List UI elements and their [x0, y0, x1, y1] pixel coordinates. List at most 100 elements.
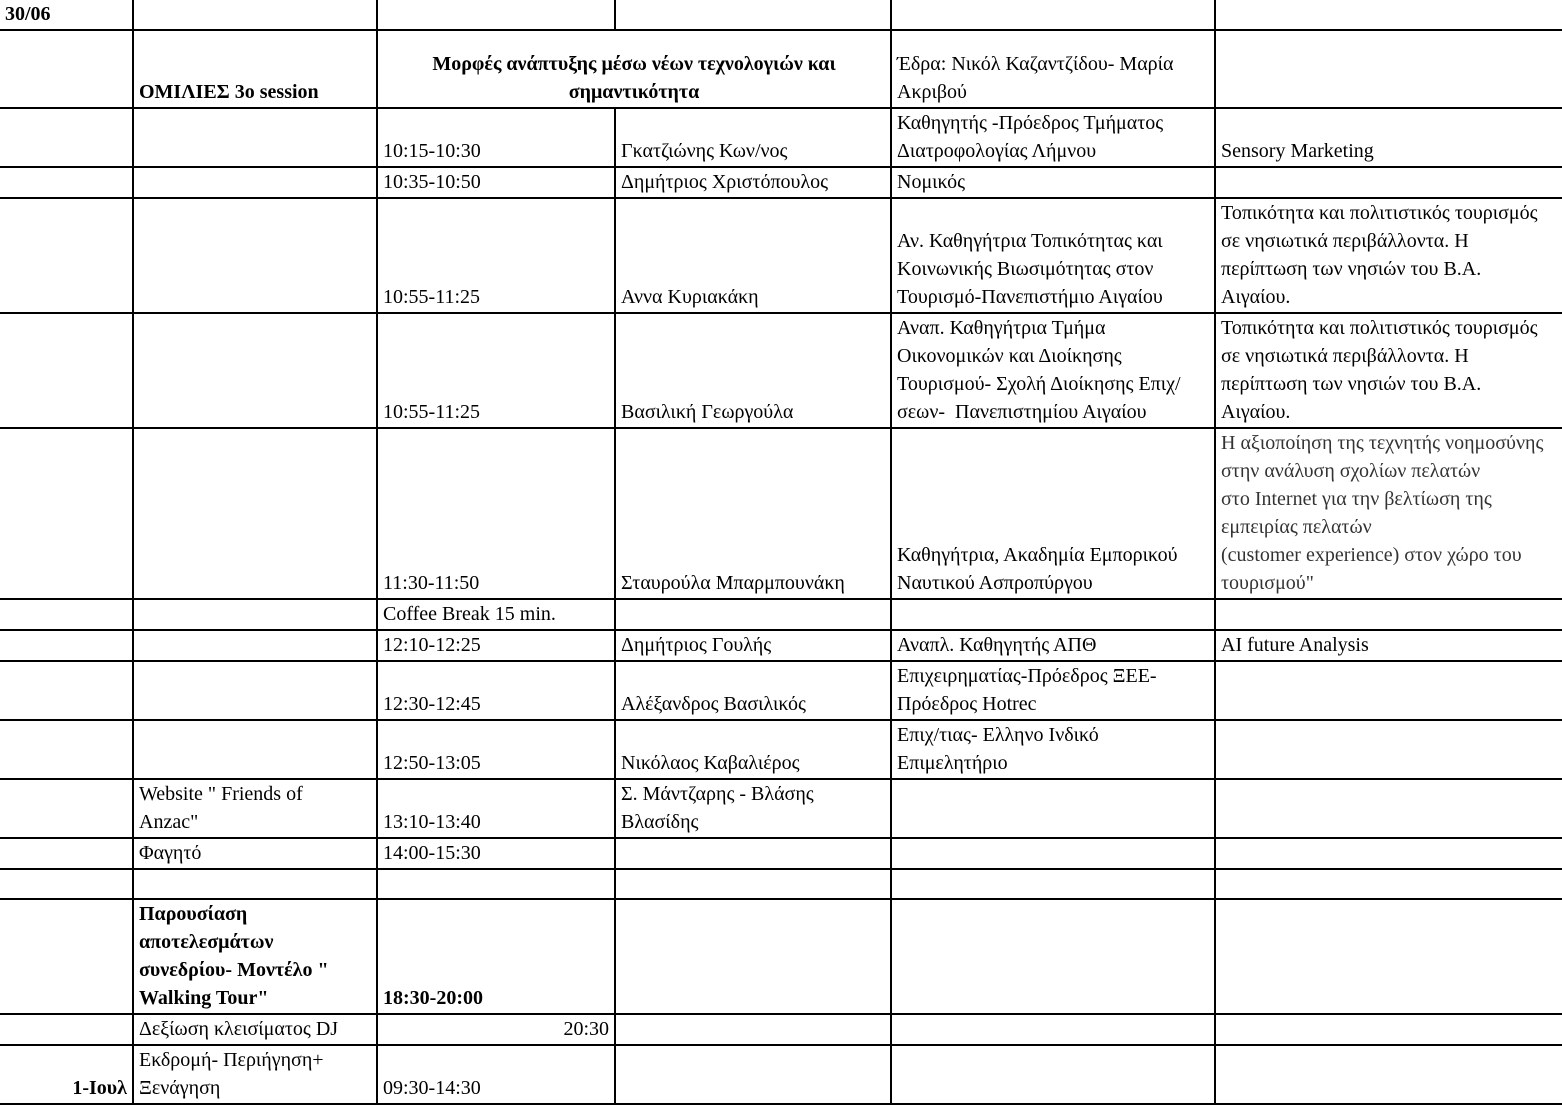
date-cell: [0, 598, 134, 631]
topic-cell: [1214, 1013, 1562, 1046]
time-cell: 11:30-11:50: [376, 427, 616, 600]
time-cell: [376, 0, 616, 31]
role-cell: [890, 0, 1216, 31]
date-cell: [0, 1013, 134, 1046]
speaker-cell: Γκατζιώνης Κων/νος: [614, 107, 892, 168]
time-cell: [376, 868, 616, 900]
activity-cell: [132, 719, 378, 780]
activity-cell: [132, 598, 378, 631]
table-row: Δεξίωση κλεισίματος DJ 20:30: [0, 1013, 1562, 1046]
time-cell: Coffee Break 15 min.: [376, 598, 616, 631]
table-row: 10:55-11:25 Βασιλική Γεωργούλα Αναπ. Καθηγ…: [0, 312, 1562, 429]
activity-cell: Φαγητό: [132, 837, 378, 870]
speaker-cell: Αλέξανδρος Βασιλικός: [614, 660, 892, 721]
date-cell: [0, 29, 134, 109]
table-row: Φαγητό 14:00-15:30: [0, 837, 1562, 870]
activity-cell: Παρουσίαση αποτελεσμάτων συνεδρίου- Μοντ…: [132, 898, 378, 1015]
table-row: 10:55-11:25 Αννα Κυριακάκη Αν. Καθηγήτρια …: [0, 197, 1562, 314]
topic-cell: Τοπικότητα και πολιτιστικός τουρισμός σε…: [1214, 312, 1562, 429]
time-cell: 12:30-12:45: [376, 660, 616, 721]
topic-cell: [1214, 778, 1562, 839]
topic-cell: [1214, 868, 1562, 900]
date-cell: [0, 898, 134, 1015]
activity-cell: [132, 868, 378, 900]
role-cell: [890, 837, 1216, 870]
speaker-cell: Σ. Μάντζαρης - Βλάσης Βλασίδης: [614, 778, 892, 839]
date-cell: 30/06: [0, 0, 134, 31]
speaker-cell: [614, 598, 892, 631]
role-cell: Έδρα: Νικόλ Καζαντζίδου- Μαρία Ακριβού: [890, 29, 1216, 109]
time-cell: 12:10-12:25: [376, 629, 616, 662]
topic-cell: AI future Analysis: [1214, 629, 1562, 662]
role-cell: Αναπ. Καθηγήτρια Τμήμα Οικονομικών και Δ…: [890, 312, 1216, 429]
time-cell: 10:55-11:25: [376, 312, 616, 429]
table-row: Website " Friends of Anzac" 13:10-13:40 Σ.…: [0, 778, 1562, 839]
role-cell: Καθηγητής -Πρόεδρος Τμήματος Διατροφολογ…: [890, 107, 1216, 168]
activity-cell: [132, 660, 378, 721]
role-cell: [890, 1044, 1216, 1105]
date-cell: [0, 427, 134, 600]
time-cell: 13:10-13:40: [376, 778, 616, 839]
date-cell: [0, 197, 134, 314]
date-cell: 1-Ιουλ: [0, 1044, 134, 1105]
speaker-cell: [614, 837, 892, 870]
activity-cell: ΟΜΙΛΙΕΣ 3ο session: [132, 29, 378, 109]
topic-cell: [1214, 719, 1562, 780]
date-cell: [0, 312, 134, 429]
activity-cell: [132, 427, 378, 600]
topic-cell: [1214, 166, 1562, 199]
table-row: 12:10-12:25 Δημήτριος Γουλής Αναπλ. Καθηγη…: [0, 629, 1562, 662]
speaker-cell: [614, 0, 892, 31]
topic-cell: Τοπικότητα και πολιτιστικός τουρισμός σε…: [1214, 197, 1562, 314]
activity-cell: [132, 312, 378, 429]
time-cell: 14:00-15:30: [376, 837, 616, 870]
table-row: 10:35-10:50 Δημήτριος Χριστόπουλος Νομικός: [0, 166, 1562, 199]
time-cell: 12:50-13:05: [376, 719, 616, 780]
topic-cell: [1214, 29, 1562, 109]
role-cell: [890, 1013, 1216, 1046]
speaker-cell: Δημήτριος Χριστόπουλος: [614, 166, 892, 199]
speaker-cell: [614, 898, 892, 1015]
activity-cell: Website " Friends of Anzac": [132, 778, 378, 839]
speaker-cell: [614, 1013, 892, 1046]
role-cell: [890, 598, 1216, 631]
time-cell: 10:15-10:30: [376, 107, 616, 168]
speaker-cell: [614, 868, 892, 900]
time-cell: 20:30: [376, 1013, 616, 1046]
table-row: [0, 868, 1562, 900]
date-cell: [0, 166, 134, 199]
speaker-cell: [614, 1044, 892, 1105]
role-cell: Επιχ/τιας- Ελληνο Ινδικό Επιμελητήριο: [890, 719, 1216, 780]
date-cell: [0, 837, 134, 870]
topic-cell: [1214, 0, 1562, 31]
speaker-cell: Σταυρούλα Μπαρμπουνάκη: [614, 427, 892, 600]
date-cell: [0, 719, 134, 780]
speaker-cell: Δημήτριος Γουλής: [614, 629, 892, 662]
topic-cell: [1214, 898, 1562, 1015]
table-row: 30/06: [0, 0, 1562, 31]
role-cell: Αναπλ. Καθηγητής ΑΠΘ: [890, 629, 1216, 662]
time-cell: 10:55-11:25: [376, 197, 616, 314]
speaker-cell: Αννα Κυριακάκη: [614, 197, 892, 314]
table-row: 12:30-12:45 Αλέξανδρος Βασιλικός Επιχειρημ…: [0, 660, 1562, 721]
topic-cell: Η αξιοποίηση της τεχνητής νοημοσύνης στη…: [1214, 427, 1562, 600]
role-cell: [890, 778, 1216, 839]
time-cell: 09:30-14:30: [376, 1044, 616, 1105]
session-title-cell: Μορφές ανάπτυξης μέσω νέων τεχνολογιών κ…: [376, 29, 892, 109]
time-cell: 18:30-20:00: [376, 898, 616, 1015]
table-row: 1-Ιουλ Εκδρομή- Περιήγηση+ Ξενάγηση 09:30-…: [0, 1044, 1562, 1105]
date-cell: [0, 868, 134, 900]
topic-cell: [1214, 1044, 1562, 1105]
date-cell: [0, 660, 134, 721]
activity-cell: [132, 0, 378, 31]
table-row: Coffee Break 15 min.: [0, 598, 1562, 631]
date-cell: [0, 629, 134, 662]
table-row: 10:15-10:30 Γκατζιώνης Κων/νος Καθηγητής -…: [0, 107, 1562, 168]
activity-cell: [132, 166, 378, 199]
table-row: Παρουσίαση αποτελεσμάτων συνεδρίου- Μοντ…: [0, 898, 1562, 1015]
activity-cell: [132, 629, 378, 662]
topic-cell: [1214, 837, 1562, 870]
table-row: ΟΜΙΛΙΕΣ 3ο session Μορφές ανάπτυξης μέσω …: [0, 29, 1562, 109]
role-cell: Καθηγήτρια, Ακαδημία Εμπορικού Ναυτικού …: [890, 427, 1216, 600]
